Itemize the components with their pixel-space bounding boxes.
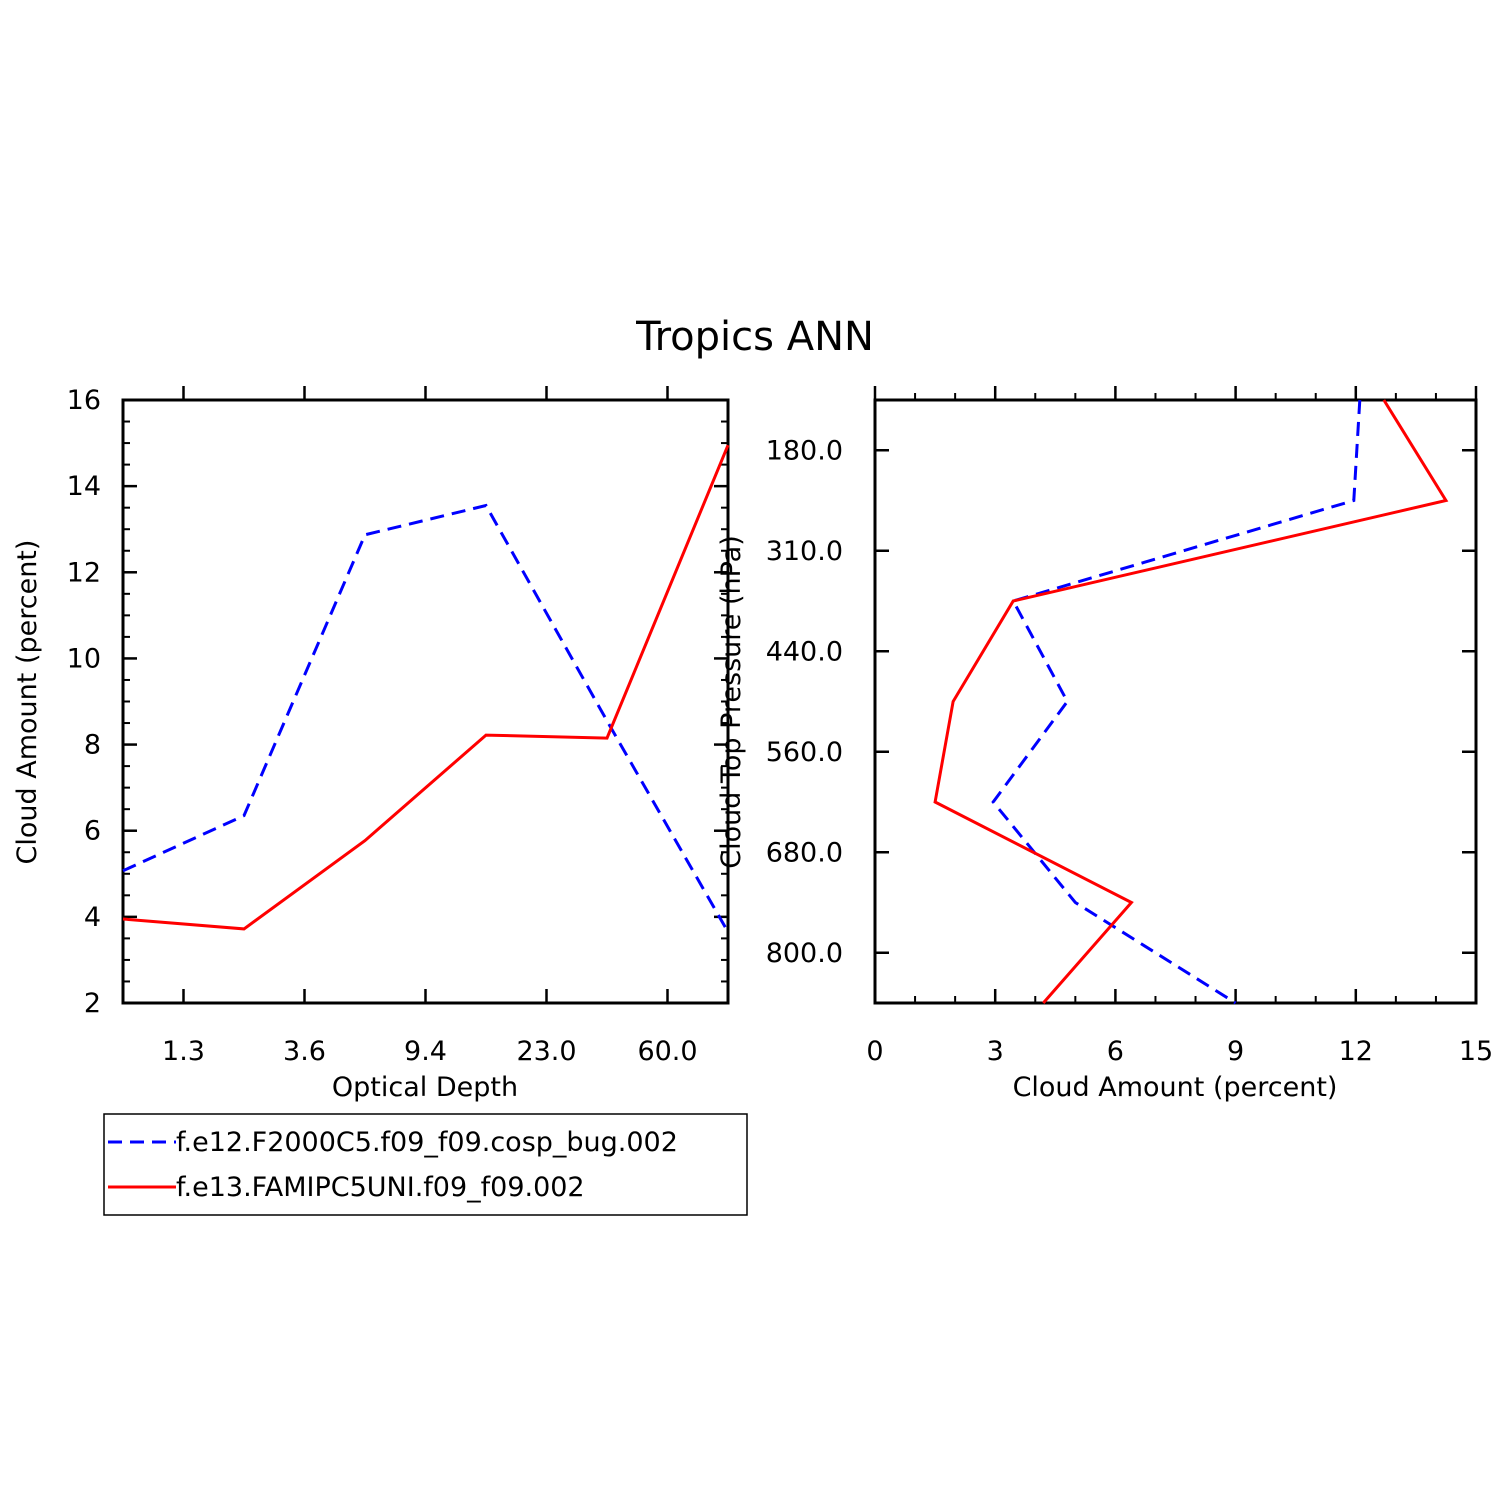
left-x-tick-label: 23.0 [516,1036,576,1067]
left-y-tick-label: 10 [67,643,101,674]
legend-box [103,1113,748,1216]
left-x-tick-label: 9.4 [404,1036,447,1067]
right-x-tick-label: 15 [1459,1036,1493,1067]
right-x-tick-label: 12 [1339,1036,1373,1067]
left-ticks: 2 4 6 8 10 12 14 16 1.3 3.6 9.4 23.0 60.0 [67,385,728,1067]
left-x-tick-label: 3.6 [283,1036,326,1067]
left-x-tick-label: 60.0 [637,1036,697,1067]
right-y-tick-label: 180.0 [766,435,843,466]
right-x-axis-label: Cloud Amount (percent) [1013,1072,1338,1103]
right-y-tick-label: 800.0 [766,938,843,969]
panel-cloud-top-pressure: 0 3 6 9 12 15 180.0 310.0 440.0 560.0 680.0 800.0 C… [716,386,1493,1103]
chart-title: Tropics ANN [635,314,874,360]
right-y-axis-label: Cloud Top Pressure (hPa) [716,535,747,869]
left-y-tick-label: 6 [84,816,101,847]
left-y-tick-label: 8 [84,730,101,761]
left-series-line-red [122,444,730,931]
right-ticks: 0 3 6 9 12 15 180.0 310.0 440.0 560.0 680.0 800.0 [766,386,1493,1067]
left-y-tick-label: 4 [84,902,101,933]
left-y-axis-label: Cloud Amount (percent) [12,540,43,865]
right-y-tick-label: 560.0 [766,737,843,768]
right-x-tick-label: 6 [1107,1036,1124,1067]
panel-optical-depth: 2 4 6 8 10 12 14 16 1.3 3.6 9.4 23.0 60.0 Optical De… [12,385,730,1103]
right-x-tick-label: 9 [1227,1036,1244,1067]
right-plot-frame [873,398,1478,1005]
legend-label-blue: f.e12.F2000C5.f09_f09.cosp_bug.002 [176,1127,678,1158]
legend-label-red: f.e13.FAMIPC5UNI.f09_f09.002 [176,1172,585,1203]
right-x-tick-label: 3 [987,1036,1004,1067]
legend: f.e12.F2000C5.f09_f09.cosp_bug.002 f.e13… [103,1113,748,1216]
right-y-tick-label: 440.0 [766,636,843,667]
left-series-line-blue [122,503,730,933]
left-series [122,444,730,933]
left-y-tick-label: 2 [84,988,101,1019]
right-series-line-red [933,399,1449,1004]
right-x-tick-label: 0 [866,1036,883,1067]
left-y-tick-label: 14 [67,471,101,502]
right-y-tick-label: 680.0 [766,837,843,868]
right-series-line-blue [991,399,1362,1005]
left-y-tick-label: 16 [67,385,101,416]
left-x-axis-label: Optical Depth [332,1072,518,1103]
left-plot-frame [121,398,730,1005]
right-series [933,399,1449,1005]
left-x-tick-label: 1.3 [162,1036,205,1067]
left-y-tick-label: 12 [67,557,101,588]
right-y-tick-label: 310.0 [766,536,843,567]
